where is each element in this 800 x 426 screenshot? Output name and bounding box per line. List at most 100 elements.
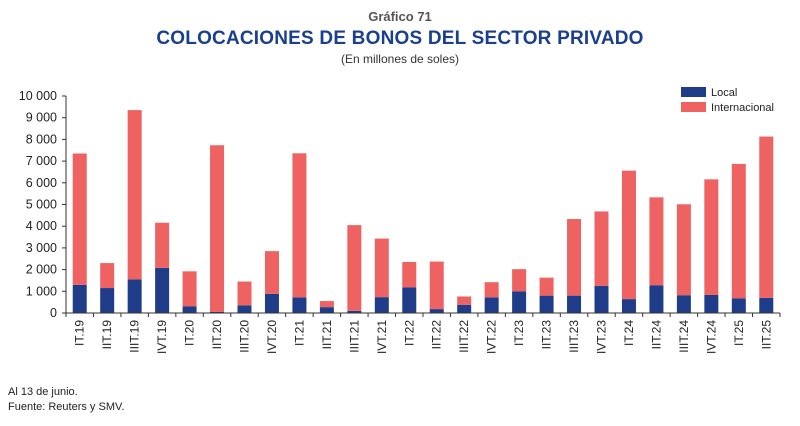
y-tick-label: 0	[50, 306, 57, 320]
y-axis: 0 1 000 2 000 3 000 4 000 5 000 6 000 7 000 8 00…	[19, 89, 67, 320]
bar-local-iit-22	[429, 309, 444, 313]
x-tick-label: IIT.21	[320, 320, 334, 350]
x-tick-label: IIT.19	[100, 320, 114, 350]
legend: Local Internacional	[681, 87, 774, 114]
bar-local-iit-23	[539, 295, 554, 313]
bar-internacional-ivt-19	[155, 222, 170, 268]
legend-swatch-internacional	[681, 102, 706, 112]
x-tick-label: IVT.24	[704, 320, 718, 354]
x-tick-label: IIIT.22	[457, 320, 471, 353]
x-tick-label: IT.21	[292, 320, 306, 346]
x-tick-label: IIIT.19	[128, 320, 142, 353]
bar-internacional-iit-21	[319, 301, 334, 308]
bar-internacional-it-21	[292, 153, 307, 298]
bar-local-iiit-22	[457, 304, 472, 313]
bar-local-iiit-19	[127, 279, 142, 313]
bar-internacional-iiit-20	[237, 281, 252, 306]
bar-local-it-22	[402, 287, 417, 313]
x-tick-label: IIT.22	[430, 320, 444, 350]
bar-local-iit-24	[649, 285, 664, 313]
bar-local-iit-20	[210, 311, 225, 313]
bar-internacional-iiit-22	[457, 296, 472, 305]
x-tick-label: IIT.25	[759, 320, 773, 350]
y-tick-label: 10 000	[19, 89, 57, 103]
bar-local-it-24	[621, 299, 636, 313]
x-tick-label: IT.23	[512, 320, 526, 346]
bar-internacional-iit-24	[649, 197, 664, 286]
bar-local-iit-21	[319, 307, 334, 313]
bar-local-iit-25	[759, 297, 774, 313]
bar-local-it-20	[182, 306, 197, 313]
bars	[72, 110, 774, 313]
bar-local-it-23	[512, 291, 527, 313]
footnote: Al 13 de junio.	[8, 386, 78, 398]
y-tick-label: 8 000	[26, 132, 57, 146]
bar-internacional-ivt-21	[374, 238, 389, 298]
y-tick-label: 3 000	[26, 241, 57, 255]
bar-internacional-iiit-23	[567, 219, 582, 296]
bar-local-ivt-19	[155, 267, 170, 313]
bar-internacional-it-20	[182, 271, 197, 307]
x-tick-label: IIIT.20	[238, 320, 252, 353]
bar-local-ivt-24	[704, 294, 719, 313]
x-tick-label: IT.25	[732, 320, 746, 346]
chart-subtitle: (En millones de soles)	[340, 52, 460, 66]
y-tick-label: 6 000	[26, 176, 57, 190]
bar-internacional-iiit-19	[127, 110, 142, 280]
bar-internacional-iit-19	[100, 263, 115, 289]
bar-local-it-25	[731, 298, 746, 313]
bar-local-ivt-22	[484, 297, 499, 313]
x-tick-label: IIT.20	[210, 320, 224, 350]
bar-internacional-ivt-23	[594, 211, 609, 286]
bar-internacional-iiit-24	[676, 204, 691, 296]
x-tick-label: IIIT.21	[347, 320, 361, 353]
y-tick-label: 4 000	[26, 219, 57, 233]
x-tick-label: IVT.19	[155, 320, 169, 354]
bar-internacional-iit-23	[539, 277, 554, 296]
bar-internacional-iit-25	[759, 136, 774, 298]
legend-swatch-local	[681, 87, 706, 97]
bar-internacional-it-23	[512, 269, 527, 292]
bar-local-ivt-20	[264, 293, 279, 313]
x-tick-label: IT.19	[73, 320, 87, 346]
y-tick-label: 5 000	[26, 198, 57, 212]
y-tick-label: 9 000	[26, 111, 57, 125]
legend-label-internacional: Internacional	[711, 102, 774, 114]
x-tick-label: IVT.21	[375, 320, 389, 354]
x-tick-label: IT.22	[402, 320, 416, 346]
y-tick-label: 1 000	[26, 284, 57, 298]
bar-local-iiit-20	[237, 305, 252, 313]
bar-local-ivt-21	[374, 297, 389, 313]
x-tick-label: IIIT.23	[567, 320, 581, 353]
bar-local-iiit-24	[676, 295, 691, 313]
bar-internacional-iit-22	[429, 261, 444, 310]
x-tick-label: IVT.20	[265, 320, 279, 354]
source-note: Fuente: Reuters y SMV.	[8, 401, 125, 413]
bar-local-iit-19	[100, 288, 115, 313]
bar-internacional-it-24	[621, 170, 636, 300]
y-tick-label: 2 000	[26, 263, 57, 277]
x-tick-label: IIT.24	[649, 320, 663, 350]
bar-internacional-iiit-21	[347, 225, 362, 311]
x-tick-label: IIT.23	[540, 320, 554, 350]
legend-label-local: Local	[711, 87, 737, 99]
bar-local-it-19	[72, 284, 87, 313]
bar-local-iiit-23	[567, 295, 582, 313]
bar-local-it-21	[292, 297, 307, 313]
bar-internacional-ivt-24	[704, 179, 719, 295]
bar-local-ivt-23	[594, 285, 609, 313]
x-tick-label: IT.20	[183, 320, 197, 346]
x-tick-label: IT.24	[622, 320, 636, 346]
x-tick-label: IVT.22	[485, 320, 499, 354]
bar-internacional-iit-20	[210, 145, 225, 312]
chart-title: COLOCACIONES DE BONOS DEL SECTOR PRIVADO	[156, 28, 644, 49]
bar-internacional-ivt-20	[264, 251, 279, 294]
bar-internacional-it-25	[731, 163, 746, 299]
chart-number: Gráfico 71	[368, 9, 432, 24]
x-tick-label: IIIT.24	[677, 320, 691, 353]
x-tick-label: IVT.23	[595, 320, 609, 354]
bar-internacional-it-19	[72, 153, 87, 285]
y-tick-label: 7 000	[26, 154, 57, 168]
bar-local-iiit-21	[347, 310, 362, 313]
